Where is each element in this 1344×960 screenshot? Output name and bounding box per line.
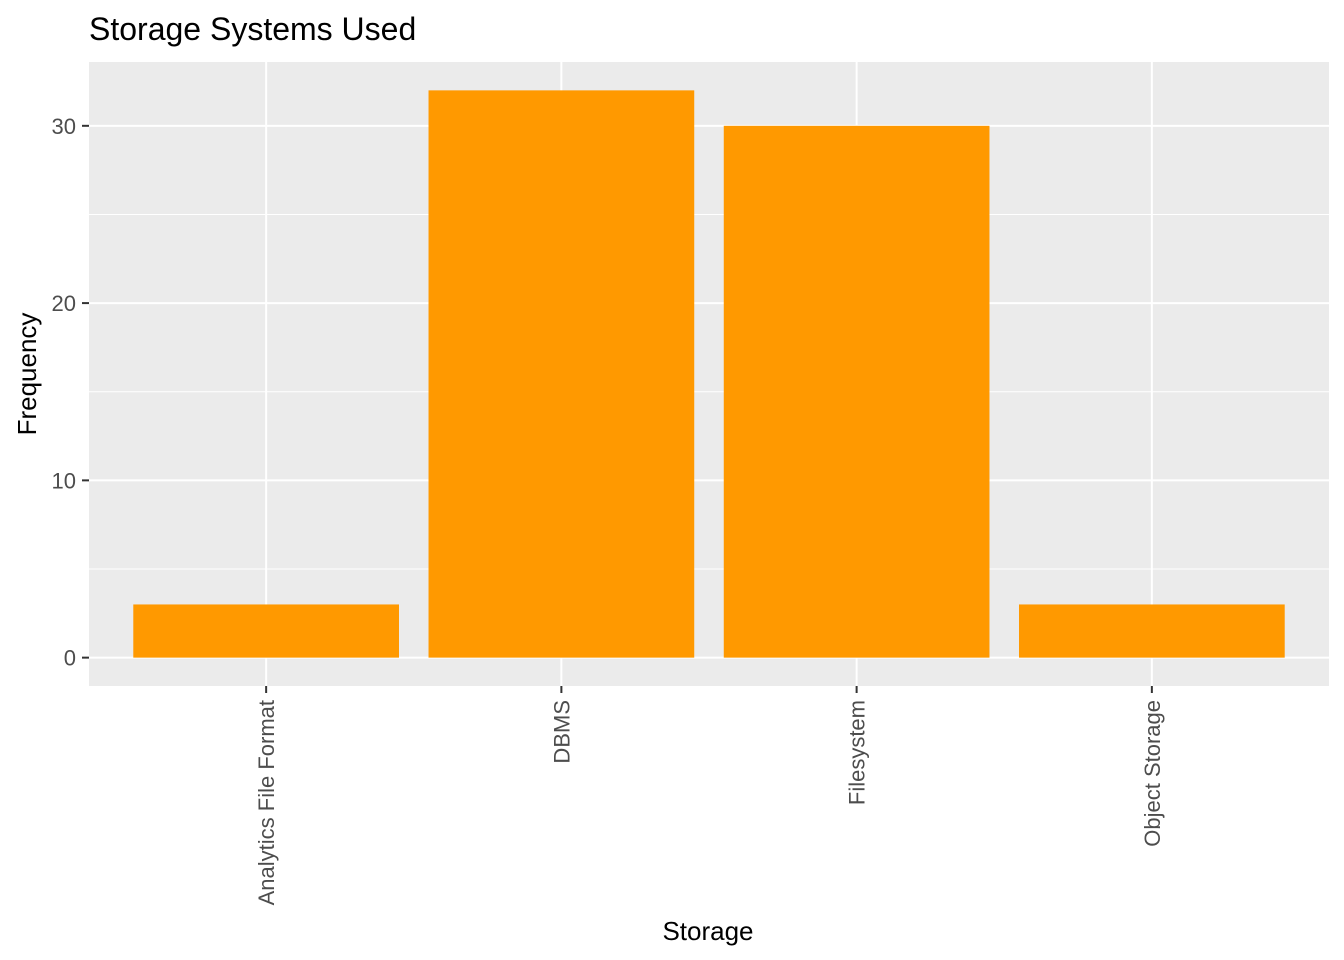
y-axis-title: Frequency (12, 313, 42, 436)
bar-analytics-file-format (133, 604, 400, 658)
bars (133, 90, 1285, 658)
x-tick-label: Filesystem (845, 700, 870, 805)
x-tick-label: DBMS (549, 700, 574, 764)
plot-panel (89, 62, 1329, 686)
y-tick-label: 10 (52, 468, 76, 493)
bar-dbms (428, 90, 695, 658)
y-axis: 0 10 20 30 (52, 114, 89, 671)
y-tick-label: 30 (52, 114, 76, 139)
x-tick-label: Object Storage (1140, 700, 1165, 847)
bar-filesystem (723, 125, 990, 658)
x-axis-title: Storage (662, 916, 753, 946)
chart-title: Storage Systems Used (89, 11, 416, 47)
x-tick-label: Analytics File Format (254, 700, 279, 905)
y-tick-label: 20 (52, 291, 76, 316)
grid-minor (89, 213, 1329, 570)
bar-object-storage (1019, 604, 1285, 658)
y-tick-label: 0 (64, 646, 76, 671)
x-axis: Analytics File Format DBMS Filesystem Objec… (254, 686, 1165, 905)
